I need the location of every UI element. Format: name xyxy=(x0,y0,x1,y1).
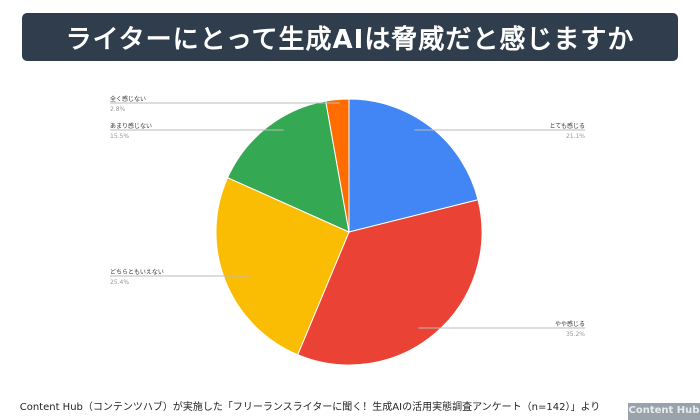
pie-slice xyxy=(215,176,350,356)
slice-label: どちらともいえない xyxy=(110,268,164,276)
slice-label: やや感じる xyxy=(555,320,585,328)
pie-slice xyxy=(348,98,479,233)
content-hub-logo: Content Hub xyxy=(628,403,700,420)
chart-title: ライターにとって生成AIは脅威だと感じますか xyxy=(22,13,678,61)
pie-slice xyxy=(297,199,483,366)
slice-value-label: 15.5% xyxy=(110,133,129,140)
slice-value-label: 25.4% xyxy=(110,279,129,286)
slice-value-label: 2.8% xyxy=(110,106,126,113)
slice-label: あまり感じない xyxy=(110,122,152,130)
pie-slice xyxy=(325,98,350,233)
slice-label: 全く感じない xyxy=(110,95,146,103)
slice-value-label: 21.1% xyxy=(566,133,585,140)
slice-label: とても感じる xyxy=(549,122,585,130)
source-footer: Content Hub（コンテンツハブ）が実施した「フリーランスライターに聞く！… xyxy=(19,402,601,413)
slice-value-label: 35.2% xyxy=(566,331,585,338)
